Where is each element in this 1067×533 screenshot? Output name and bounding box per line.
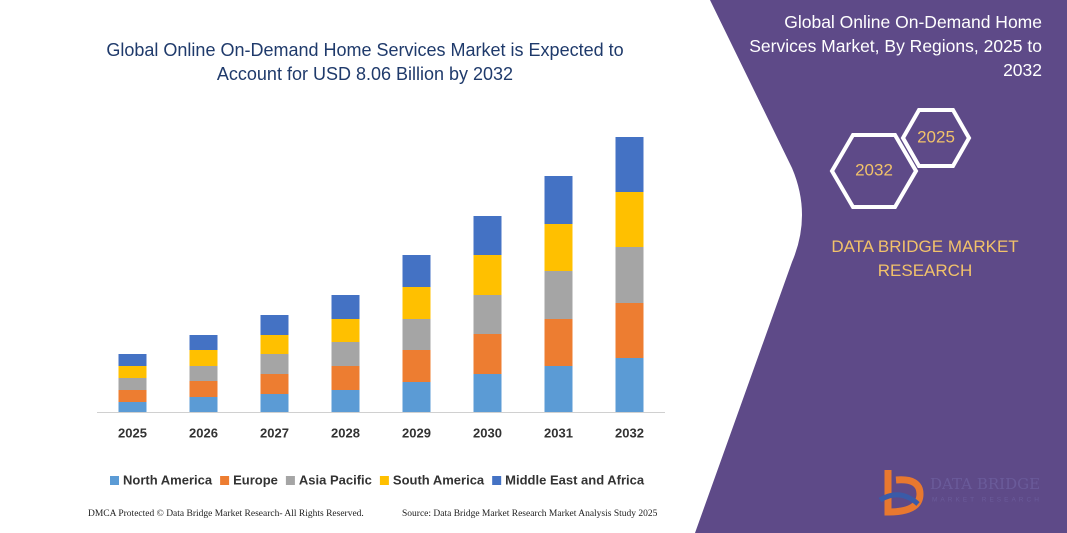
bar-segment [402,287,431,319]
bar-segment [615,192,644,247]
bar-segment [615,247,644,303]
bar-segment [402,382,431,412]
hex-label: 2032 [855,160,893,179]
bar-segment [402,255,431,287]
panel-title: Global Online On-Demand Home Services Ma… [749,12,1042,80]
x-tick-label: 2028 [331,425,360,440]
bar-segment [402,350,431,382]
bar-segment [615,358,644,412]
bar-segment [544,319,573,366]
bar-segment [118,354,147,366]
legend-label: Europe [233,472,278,487]
bar-segment [189,350,218,366]
bar-segment [260,315,289,335]
logo-tagline: MARKET RESEARCH [932,497,1042,504]
bar-segment [331,319,360,342]
bar-segment [544,366,573,412]
legend-swatch [220,476,230,485]
legend-swatch [110,476,119,485]
bar-segment [473,334,502,374]
bar-segment [260,374,289,394]
bar-segment [331,366,360,390]
logo-mark [878,492,920,506]
side-panel [695,0,1067,533]
bar-segment [615,137,644,192]
legend-label: South America [393,472,485,487]
logo-name: DATA BRIDGE [930,475,1040,493]
hex-label: 2025 [917,127,955,146]
x-tick-label: 2032 [615,425,644,440]
x-tick-label: 2027 [260,425,289,440]
bar-segment [544,224,573,271]
bar-segment [118,366,147,378]
legend-swatch [492,476,502,485]
logo: DATA BRIDGE MARKET RESEARCH [878,470,1042,516]
bar-segment [118,402,147,412]
bar-segment [473,216,502,255]
hexagon [900,108,972,168]
bar-segment [473,295,502,334]
bar-segment [189,335,218,350]
bar-segment [118,390,147,402]
x-tick-label: 2031 [544,425,573,440]
bar-segment [544,176,573,224]
bar-segment [544,271,573,319]
x-tick-label: 2025 [118,425,147,440]
x-tick-label: 2026 [189,425,218,440]
legend-label: Asia Pacific [299,472,372,487]
bar-segment [260,335,289,354]
bar-segment [331,295,360,319]
logo-mark [884,470,924,516]
bar-segment [118,378,147,390]
chart-title: Global Online On-Demand Home Services Ma… [106,40,624,84]
bar-segment [331,342,360,366]
bar-segment [402,319,431,350]
bar-segment [473,255,502,295]
legend-label: Middle East and Africa [505,472,645,487]
x-tick-label: 2029 [402,425,431,440]
bar-segment [260,394,289,412]
bar-segment [331,390,360,412]
hexagon [829,133,919,209]
legend-label: North America [123,472,213,487]
legend-swatch [285,476,295,485]
bar-segment [189,381,218,397]
bar-segment [473,374,502,412]
brand: DATA BRIDGE MARKET RESEARCH [831,237,1019,280]
bar-segment [615,303,644,358]
x-tick-label: 2030 [473,425,502,440]
legend-swatch [379,476,389,485]
bar-segment [189,397,218,412]
footer-left: DMCA Protected © Data Bridge Market Rese… [88,509,364,519]
bar-segment [189,366,218,381]
footer-right: Source: Data Bridge Market Research Mark… [402,509,658,519]
bar-segment [260,354,289,374]
